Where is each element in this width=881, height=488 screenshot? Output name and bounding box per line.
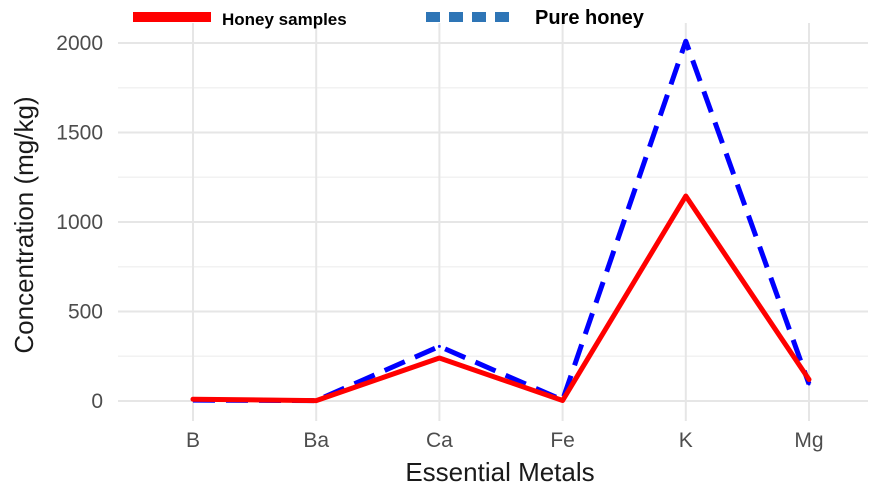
x-tick-label: B [186,429,200,452]
y-axis-title: Concentration (mg/kg) [9,96,39,353]
y-tick-label: 1500 [56,122,103,145]
x-axis-ticks: B Ba Ca Fe K Mg [186,429,824,452]
data-point [191,397,195,401]
series-line-honey-samples [190,193,812,404]
x-tick-label: K [679,429,693,452]
y-tick-label: 1000 [56,211,103,234]
data-point [314,399,318,403]
legend: Honey samples Pure honey [133,7,645,29]
x-tick-label: Ba [303,429,329,452]
series-lines [190,38,812,404]
series-line-pure-honey [192,38,812,404]
y-tick-label: 2000 [56,32,103,55]
y-tick-label: 0 [91,390,103,413]
x-axis-title: Essential Metals [405,457,594,487]
x-tick-label: Mg [794,429,823,452]
data-point [684,39,688,43]
y-axis-ticks: 0 500 1000 1500 2000 [56,32,103,413]
x-tick-label: Fe [550,429,575,452]
legend-label-honey-samples: Honey samples [222,10,347,29]
y-tick-label: 500 [68,301,103,324]
data-point [684,194,688,198]
data-point [437,356,441,360]
data-point [437,344,441,348]
data-point [807,382,811,386]
x-tick-label: Ca [426,429,453,452]
data-point [807,378,811,382]
grid-lines [118,23,868,421]
data-point [561,398,565,402]
legend-label-pure-honey: Pure honey [535,7,645,29]
